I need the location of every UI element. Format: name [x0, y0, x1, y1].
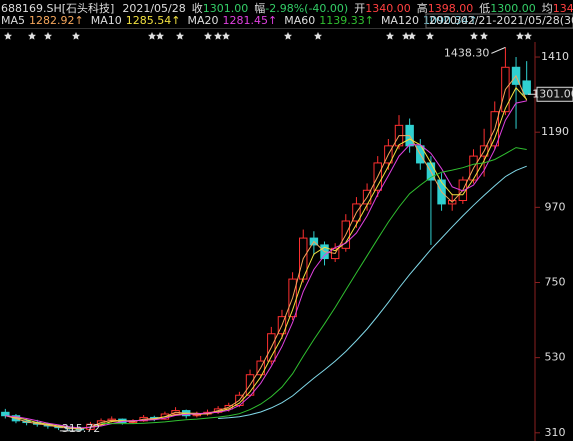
ma-line [101, 147, 527, 425]
quote-label: 开 [354, 2, 365, 15]
quote-label: 高 [417, 1, 428, 15]
annotation-line [491, 46, 506, 54]
event-star [4, 32, 12, 40]
y-tick-label: 1190 [541, 125, 569, 138]
symbol: 688169.SH[石头科技] [1, 1, 114, 15]
quote-value: 1398.00 [428, 2, 474, 15]
legend: MA5 1282.92↑ MA10 1285.54↑ MA20 1281.45↑ MA60 1… [1, 14, 478, 27]
ma-line [218, 165, 527, 419]
event-star [72, 32, 80, 40]
event-star [204, 32, 212, 40]
event-star [402, 32, 410, 40]
event-star [408, 32, 416, 40]
quote-label: 幅 [254, 2, 265, 15]
legend-name: MA120 [381, 14, 419, 27]
event-star [386, 32, 394, 40]
event-star [314, 32, 322, 40]
quote-value: 1300.00 [490, 2, 536, 15]
event-star [176, 32, 184, 40]
quote-label: 均 [542, 2, 553, 15]
y-tick-label: 750 [545, 275, 566, 288]
quote-value: 1343.84 [553, 2, 573, 15]
candle-body [1, 411, 10, 417]
event-star [214, 32, 222, 40]
date: 2021/05/28 [122, 2, 185, 15]
event-star [480, 32, 488, 40]
event-star [44, 32, 52, 40]
event-star [516, 32, 524, 40]
event-star [222, 32, 230, 40]
annotation: 315.72 [62, 422, 101, 435]
event-star [524, 32, 532, 40]
event-star [156, 32, 164, 40]
legend-name: MA5 [1, 14, 25, 27]
y-tick-label: 1410 [541, 50, 569, 63]
legend-value: 1282.92↑ [29, 14, 84, 27]
event-star [284, 32, 292, 40]
last-price-box [536, 86, 573, 102]
annotation: 1438.30 [444, 46, 490, 59]
last-price: 1301.00 [532, 87, 573, 100]
range: 2020/02/21-2021/05/28(309日) [429, 14, 573, 27]
event-star [148, 32, 156, 40]
legend-value: 1281.45↑ [222, 14, 277, 27]
ma-line [5, 100, 527, 429]
event-star [28, 32, 36, 40]
event-star [470, 32, 478, 40]
range-box [425, 13, 573, 29]
legend-name: MA60 [284, 14, 315, 27]
y-tick-label: 530 [545, 351, 566, 364]
y-tick-label: 310 [545, 426, 566, 439]
ma-line [5, 74, 528, 430]
legend-value: 1090.34↑ [423, 14, 478, 27]
event-star [426, 32, 434, 40]
quote-value: 1301.00 [203, 2, 249, 15]
legend-value: 1139.33↑ [319, 14, 374, 27]
quote-label: 收 [192, 1, 203, 15]
ma-line [5, 86, 528, 430]
legend-name: MA20 [187, 14, 218, 27]
y-tick-label: 970 [545, 200, 566, 213]
legend-name: MA10 [91, 14, 122, 27]
quote-label: 低 [479, 2, 490, 15]
header: 688169.SH[石头科技] 2021/05/28 收1301.00 幅-2.98%… [1, 1, 573, 15]
quote-value: 1340.00 [365, 2, 411, 15]
legend-value: 1285.54↑ [126, 14, 181, 27]
candle-body [522, 80, 531, 95]
quote-value: -2.98%(-40.00) [265, 2, 348, 15]
